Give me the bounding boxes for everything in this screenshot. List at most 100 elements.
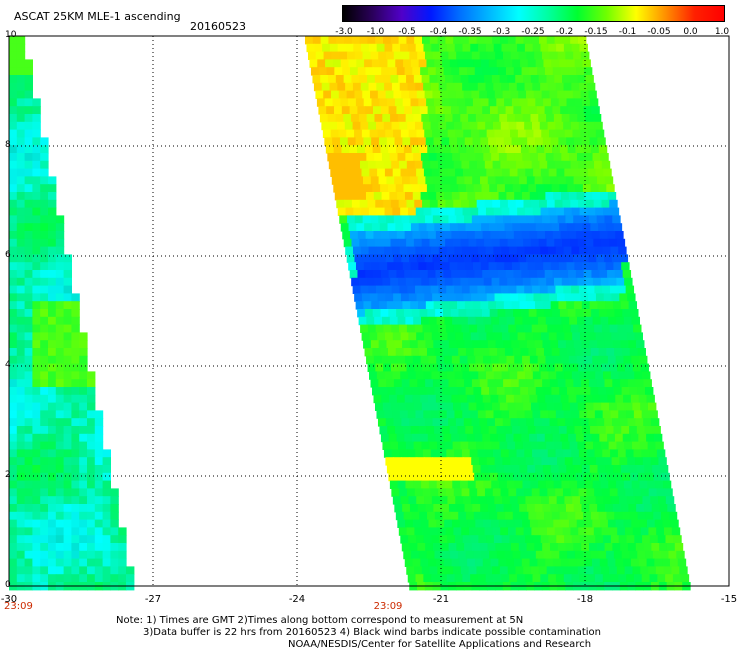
swath-cell <box>493 246 502 255</box>
swath-cell <box>24 441 33 450</box>
swath-cell <box>440 254 449 263</box>
swath-cell <box>587 332 597 341</box>
swath-cell <box>548 43 557 53</box>
swath-cell <box>519 426 529 435</box>
swath-cell <box>87 457 96 466</box>
swath-cell <box>16 231 26 240</box>
swath-cell <box>79 504 88 513</box>
swath-cell <box>419 145 428 154</box>
swath-cell <box>500 527 509 536</box>
swath-cell <box>536 106 546 115</box>
swath-cell <box>475 153 484 162</box>
swath-cell <box>558 301 567 310</box>
swath-cell <box>437 36 446 45</box>
swath-cell <box>348 184 358 193</box>
swath-cell <box>48 402 57 411</box>
swath-cell <box>16 449 26 458</box>
swath-cell <box>438 324 447 333</box>
swath-cell <box>55 223 65 232</box>
swath-cell <box>48 277 57 287</box>
swath-cell <box>357 231 367 240</box>
swath-cell <box>63 262 72 271</box>
swath-cell <box>118 550 127 560</box>
swath-cell <box>598 309 608 318</box>
swath-cell <box>32 465 41 474</box>
swath-cell <box>9 504 18 513</box>
swath-cell <box>665 496 675 505</box>
swath-cell <box>462 332 472 341</box>
swath-cell <box>525 168 534 177</box>
swath-cell <box>542 137 552 146</box>
swath-cell <box>381 231 390 240</box>
y-tick-label: 2 <box>5 470 11 480</box>
swath-cell <box>63 340 72 349</box>
swath-cell <box>386 137 396 146</box>
swath-cell <box>79 379 88 388</box>
swath-cell <box>526 543 535 552</box>
swath-cell <box>459 394 468 404</box>
swath-cell <box>118 535 127 544</box>
swath-cell <box>414 36 423 45</box>
swath-cell <box>525 535 534 544</box>
swath-cell <box>371 59 381 68</box>
swath-cell <box>623 316 633 326</box>
swath-cell <box>480 137 489 146</box>
swath-cell <box>415 43 425 53</box>
swath-cell <box>403 223 412 232</box>
swath-cell <box>499 277 508 287</box>
swath-cell <box>613 301 622 310</box>
swath-cell <box>380 433 390 443</box>
swath-cell <box>55 480 65 489</box>
swath-cell <box>482 231 492 240</box>
swath-cell <box>599 394 609 404</box>
swath-cell <box>447 457 457 466</box>
swath-cell <box>638 394 648 404</box>
swath-cell <box>32 153 41 162</box>
swath-cell <box>604 176 614 185</box>
swath-cell <box>483 316 492 326</box>
swath-cell <box>590 184 600 193</box>
swath-cell <box>521 192 531 201</box>
swath-cell <box>412 192 422 201</box>
swath-cell <box>436 114 446 123</box>
swath-cell <box>422 285 432 294</box>
swath-cell <box>551 426 560 435</box>
swath-cell <box>439 207 448 216</box>
swath-cell <box>32 106 41 115</box>
swath-cell <box>71 332 80 341</box>
swath-cell <box>557 90 566 99</box>
swath-cell <box>436 277 446 287</box>
swath-cell <box>371 223 381 232</box>
swath-cell <box>32 472 41 482</box>
swath-cell <box>486 293 496 302</box>
swath-cell <box>629 550 638 560</box>
swath-cell <box>395 223 404 232</box>
swath-cell <box>565 543 574 552</box>
swath-cell <box>499 316 508 326</box>
swath-cell <box>496 59 506 68</box>
swath-cell <box>55 238 65 248</box>
swath-cell <box>643 504 653 513</box>
colorbar-label: -0.5 <box>398 27 416 37</box>
swath-cell <box>24 496 33 505</box>
swath-cell <box>402 98 412 107</box>
swath-cell <box>546 277 555 287</box>
swath-cell <box>491 402 501 411</box>
swath-cell <box>487 418 496 427</box>
swath-cell <box>462 82 471 92</box>
swath-cell <box>63 254 72 263</box>
swath-cell <box>583 433 593 443</box>
swath-cell <box>102 550 111 560</box>
swath-cell <box>430 160 439 170</box>
swath-cell <box>414 363 423 372</box>
swath-cell <box>32 543 41 552</box>
swath-cell <box>610 371 620 380</box>
swath-cell <box>455 293 464 302</box>
swath-cell <box>515 566 524 575</box>
swath-cell <box>87 387 96 396</box>
swath-cell <box>473 223 482 232</box>
swath-cell <box>446 410 456 419</box>
swath-cell <box>593 441 602 450</box>
swath-cell <box>498 519 508 528</box>
swath-cell <box>444 277 454 287</box>
